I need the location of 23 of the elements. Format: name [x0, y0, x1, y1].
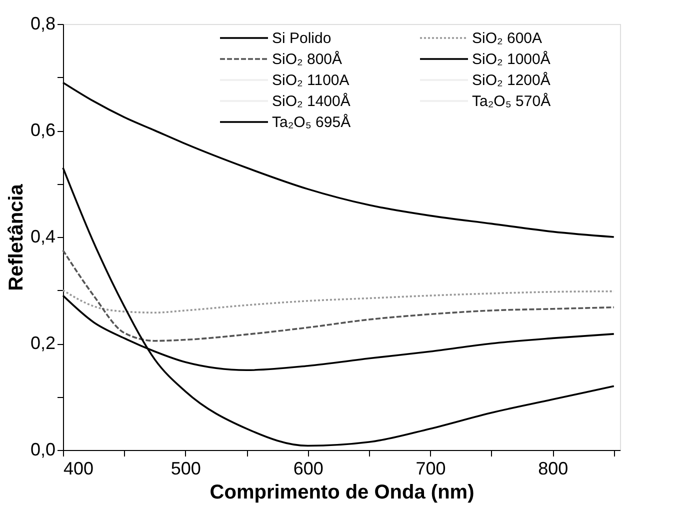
- legend-label: Si Polido: [272, 30, 332, 47]
- x-tick-label: 400: [64, 458, 94, 478]
- y-tick-label: 0,2: [30, 333, 56, 353]
- legend-label: SiO₂ 800Å: [272, 50, 342, 68]
- y-tick-label: 0,4: [30, 226, 56, 246]
- legend-label: Ta₂O₅ 570Å: [472, 92, 551, 110]
- x-axis-title: Comprimento de Onda (nm): [210, 482, 474, 504]
- y-tick-label: 0,6: [30, 120, 56, 140]
- x-tick-label: 500: [170, 458, 201, 478]
- legend-label: SiO₂ 600A: [472, 30, 542, 47]
- legend-label: SiO₂ 1000Å: [472, 50, 550, 68]
- legend-label: SiO₂ 1100A: [272, 72, 350, 89]
- x-tick-label: 600: [293, 458, 324, 478]
- x-tick-label: 700: [416, 458, 446, 478]
- line-series: [62, 249, 615, 342]
- y-tick-label: 0,8: [30, 14, 56, 34]
- x-tick-label: 800: [538, 458, 568, 478]
- line-series: [62, 289, 615, 314]
- legend-label: SiO₂ 1400Å: [272, 92, 350, 110]
- legend-label: SiO₂ 1200Å: [472, 71, 550, 89]
- y-axis-title: Refletância: [5, 183, 28, 291]
- legend-label: Ta₂O₅ 695Å: [272, 113, 351, 131]
- y-tick-label: 0,0: [30, 440, 56, 460]
